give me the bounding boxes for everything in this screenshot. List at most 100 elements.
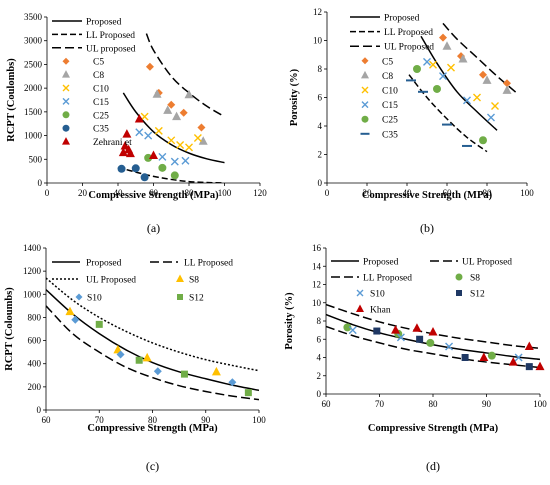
y-tick-label: 0	[317, 389, 322, 399]
data-point	[373, 327, 381, 335]
x-axis-label: Compressive Strength (MPa)	[362, 190, 493, 201]
legend: Proposed UL Proposed LL Proposed S8 S10 S12 Kh…	[331, 258, 512, 316]
y-tick-label: 200	[28, 382, 42, 392]
x-tick-label: 80	[483, 188, 493, 198]
x-tick-label: 40	[403, 188, 413, 198]
y-axis-label: Porosity (%)	[289, 68, 300, 126]
chart-c: 60 70 80 90 1000200400600800100012001400Comp…	[4, 243, 266, 473]
curve-line	[46, 305, 259, 401]
y-tick-label: 6	[318, 93, 323, 103]
x-tick-label: 70	[375, 399, 385, 409]
data-point	[152, 89, 162, 98]
data-point	[95, 320, 103, 328]
legend-marker	[361, 115, 369, 123]
data-point	[131, 164, 140, 173]
y-tick-label: 8	[317, 316, 322, 326]
x-axis-label: Compressive Strength (MPa)	[87, 423, 218, 434]
x-axis-label: Compressive Strength (MPa)	[368, 423, 499, 434]
data-point	[153, 367, 162, 376]
x-tick-label: 100	[520, 188, 534, 198]
legend-marker	[456, 290, 462, 296]
data-point	[473, 93, 481, 102]
data-point	[198, 136, 208, 145]
legend-label: LL Proposed	[384, 28, 433, 38]
data-point	[491, 102, 499, 111]
x-tick-label: 20	[363, 188, 373, 198]
data-point	[228, 378, 237, 387]
x-tick-label: 0	[45, 188, 50, 198]
legend-label: S8	[470, 274, 480, 284]
data-point	[458, 54, 468, 63]
data-point	[117, 164, 126, 173]
data-point	[134, 113, 144, 123]
data-point	[125, 148, 135, 158]
data-point	[439, 33, 447, 42]
x-tick-label: 60	[322, 399, 332, 409]
legend-marker	[361, 70, 369, 79]
legend-label: UL proposed	[86, 44, 136, 54]
y-tick-label: 0	[37, 405, 42, 415]
data-point	[172, 111, 182, 121]
data-point	[487, 351, 496, 360]
data-point	[524, 341, 534, 351]
legend-marker	[75, 293, 83, 301]
data-point	[508, 357, 518, 366]
data-point	[535, 361, 545, 371]
legend-label: LL Proposed	[363, 274, 412, 284]
data-point	[170, 157, 179, 166]
y-tick-label: 500	[29, 154, 43, 164]
data-point	[145, 62, 154, 71]
legend-marker	[62, 97, 70, 105]
y-axis-label: RCPT (Coloumbs)	[4, 287, 15, 371]
y-tick-label: 1200	[23, 266, 42, 276]
y-tick-label: 3000	[24, 36, 43, 46]
legend-marker	[62, 57, 70, 65]
legend-label: Khan	[370, 306, 391, 316]
legend-label: C5	[382, 57, 393, 67]
data-point	[176, 141, 185, 150]
legend-label: S12	[189, 294, 204, 304]
x-tick-label: 70	[95, 415, 105, 425]
x-axis-label: Compressive Strength (MPa)	[88, 190, 219, 201]
data-point	[442, 41, 452, 50]
panel-label: (a)	[147, 221, 160, 235]
y-tick-label: 800	[28, 312, 42, 322]
data-point	[180, 370, 188, 378]
legend-marker	[62, 124, 70, 132]
legend-label: UL Proposed	[86, 276, 136, 286]
data-point	[479, 70, 487, 79]
y-tick-label: 3500	[24, 12, 43, 22]
x-tick-label: 60	[443, 188, 453, 198]
panel-label: (b)	[420, 221, 434, 235]
y-tick-label: 0	[38, 178, 43, 188]
x-tick-label: 90	[482, 399, 492, 409]
x-tick-label: 40	[114, 188, 124, 198]
legend-marker	[356, 289, 364, 297]
data-point	[343, 323, 352, 332]
x-tick-label: 120	[253, 188, 267, 198]
curve-line	[122, 92, 225, 164]
data-point	[135, 128, 144, 137]
data-point	[140, 173, 149, 182]
data-point	[122, 129, 132, 138]
y-tick-label: 2	[318, 150, 323, 160]
x-tick-label: 100	[533, 399, 547, 409]
legend-label: S12	[470, 290, 485, 300]
legend-marker	[62, 111, 70, 119]
panel-label: (c)	[146, 459, 159, 473]
legend-label: UL Proposed	[462, 258, 512, 268]
curve-line	[46, 289, 259, 392]
y-tick-label: 1400	[23, 243, 42, 253]
legend-label: Proposed	[384, 14, 420, 24]
y-tick-label: 1000	[24, 131, 43, 141]
data-point	[140, 112, 149, 121]
data-point	[118, 147, 128, 157]
data-point	[158, 163, 167, 172]
y-tick-label: 600	[28, 336, 42, 346]
legend-marker	[176, 274, 184, 282]
data-point	[184, 89, 194, 99]
legend-label: C8	[382, 72, 393, 82]
legend-marker	[361, 86, 369, 94]
data-point	[396, 333, 405, 342]
legend: Proposed LL Proposed UL Proposed C5 C8 C10 C15…	[350, 14, 434, 140]
